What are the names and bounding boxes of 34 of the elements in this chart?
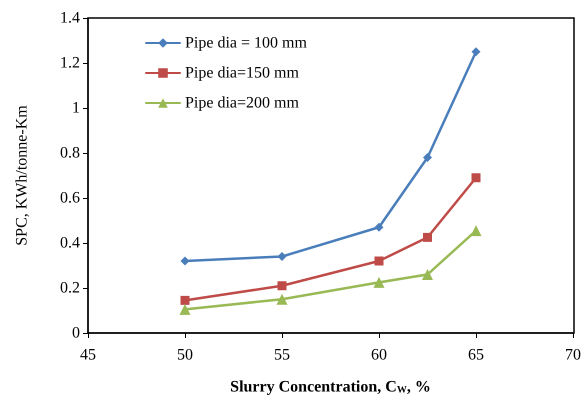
x-tick-label: 60 [371, 346, 387, 364]
point [180, 256, 190, 266]
y-tick-label: 1.4 [60, 10, 80, 26]
point [422, 269, 433, 280]
point [278, 252, 286, 261]
point [276, 294, 288, 305]
point [472, 173, 480, 182]
y-tick-label: 0.2 [60, 280, 80, 296]
point [180, 296, 190, 305]
y-tick-label: 0.4 [60, 234, 80, 252]
y-tick-label: 0.8 [60, 144, 80, 162]
point [278, 281, 286, 290]
x-tick-label: 50 [177, 346, 193, 364]
point [180, 304, 190, 315]
y-tick-label: 1 [72, 100, 80, 116]
y-axis-title: SPC, KWh/tonne-Km [14, 104, 30, 246]
x-tick-label: 55 [274, 346, 290, 364]
y-tick-label: 1.2 [60, 54, 80, 72]
point [472, 47, 480, 56]
point [374, 276, 384, 288]
point [423, 232, 432, 242]
legend-label: Pipe dia=150 mm [185, 64, 300, 82]
point [374, 222, 384, 232]
y-tick-label: 0.6 [60, 190, 80, 206]
y-tick-label: 0 [72, 324, 80, 342]
x-tick-label: 45 [80, 346, 96, 364]
point [423, 153, 432, 162]
x-axis-title: Slurry Concentration, CW, % [230, 378, 431, 396]
x-tick-label: 70 [565, 346, 581, 364]
point [470, 225, 482, 236]
legend-label: Pipe dia = 100 mm [185, 34, 308, 52]
x-tick-label: 65 [468, 346, 484, 364]
point [374, 256, 384, 266]
legend-label: Pipe dia=200 mm [185, 94, 300, 112]
